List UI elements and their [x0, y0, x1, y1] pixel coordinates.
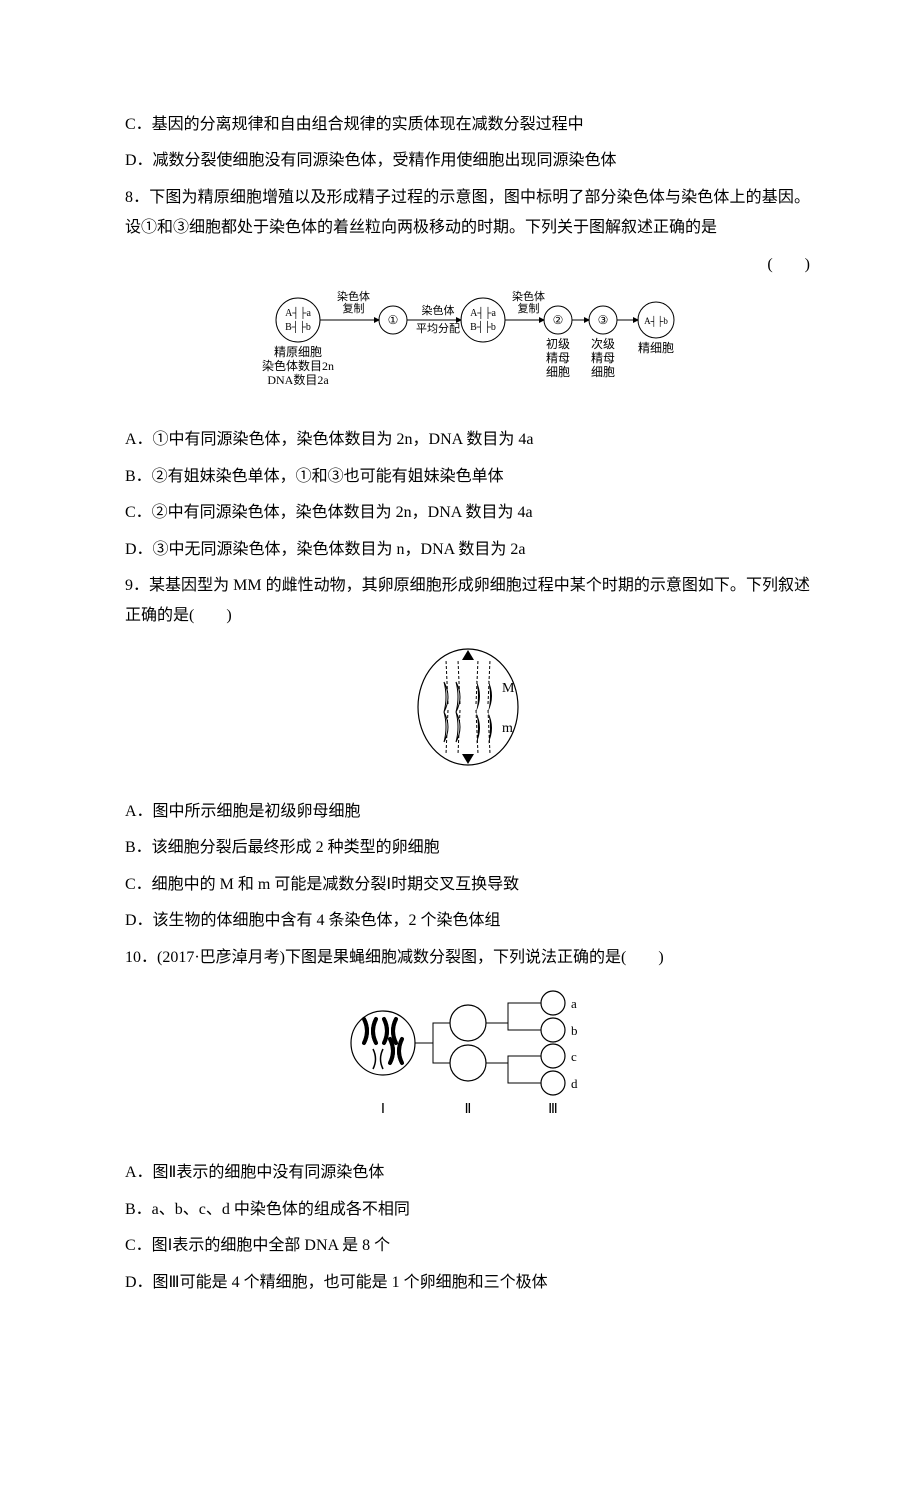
svg-text:c: c [571, 1049, 577, 1064]
q10-option-b: B．a、b、c、d 中染色体的组成各不相同 [125, 1195, 810, 1225]
svg-text:d: d [571, 1076, 578, 1091]
svg-text:次级: 次级 [590, 337, 614, 351]
q8-stem: 8．下图为精原细胞增殖以及形成精子过程的示意图，图中标明了部分染色体与染色体上的… [125, 183, 810, 244]
svg-text:B┤├b: B┤├b [285, 320, 311, 334]
q9-option-b: B．该细胞分裂后最终形成 2 种类型的卵细胞 [125, 833, 810, 863]
q7-option-c: C．基因的分离规律和自由组合规律的实质体现在减数分裂过程中 [125, 110, 810, 140]
svg-text:A┤├a: A┤├a [285, 306, 311, 320]
q8-paren: ( ) [767, 250, 810, 280]
svg-text:染色体: 染色体 [512, 290, 545, 303]
svg-text:平均分配: 平均分配 [416, 322, 460, 335]
svg-text:M: M [502, 681, 515, 696]
svg-text:②: ② [552, 313, 563, 327]
svg-text:精母: 精母 [590, 351, 614, 365]
svg-text:复制: 复制 [342, 301, 364, 315]
q10-option-d: D．图Ⅲ可能是 4 个精细胞，也可能是 1 个卵细胞和三个极体 [125, 1268, 810, 1298]
q8-option-a: A．①中有同源染色体，染色体数目为 2n，DNA 数目为 4a [125, 425, 810, 455]
svg-text:复制: 复制 [517, 301, 539, 315]
svg-text:精母: 精母 [545, 351, 569, 365]
svg-text:精细胞: 精细胞 [637, 341, 673, 355]
svg-text:染色体: 染色体 [337, 290, 370, 303]
q8-option-c: C．②中有同源染色体，染色体数目为 2n，DNA 数目为 4a [125, 498, 810, 528]
q8-option-b: B．②有姐妹染色单体，①和③也可能有姐妹染色单体 [125, 462, 810, 492]
svg-text:A┤├a: A┤├a [470, 306, 496, 320]
q10-stem: 10．(2017·巴彦淖月考)下图是果蝇细胞减数分裂图，下列说法正确的是( ) [125, 943, 810, 973]
svg-text:Ⅰ: Ⅰ [380, 1102, 384, 1117]
q8-option-d: D．③中无同源染色体，染色体数目为 n，DNA 数目为 2a [125, 535, 810, 565]
q9-option-a: A．图中所示细胞是初级卵母细胞 [125, 797, 810, 827]
svg-text:染色体数目2n: 染色体数目2n [261, 358, 333, 373]
q9-option-c: C．细胞中的 M 和 m 可能是减数分裂Ⅰ时期交叉互换导致 [125, 870, 810, 900]
q10-option-a: A．图Ⅱ表示的细胞中没有同源染色体 [125, 1158, 810, 1188]
svg-text:精原细胞: 精原细胞 [273, 345, 321, 359]
q8-diagram: A┤├aB┤├b精原细胞染色体数目2nDNA数目2a①染色体复制染色体平均分配A… [125, 290, 810, 411]
svg-text:细胞: 细胞 [545, 365, 569, 379]
svg-text:Ⅱ: Ⅱ [464, 1102, 471, 1117]
q9-option-d: D．该生物的体细胞中含有 4 条染色体，2 个染色体组 [125, 906, 810, 936]
q10-diagram: abcd Ⅰ Ⅱ Ⅲ [125, 983, 810, 1144]
q10-option-c: C．图Ⅰ表示的细胞中全部 DNA 是 8 个 [125, 1231, 810, 1261]
svg-text:DNA数目2a: DNA数目2a [267, 372, 329, 387]
svg-text:m: m [502, 721, 513, 736]
svg-text:A┤├b: A┤├b [644, 315, 668, 327]
svg-text:B┤├b: B┤├b [470, 320, 496, 334]
svg-text:染色体: 染色体 [421, 303, 454, 317]
svg-text:初级: 初级 [545, 337, 569, 351]
svg-text:b: b [571, 1023, 578, 1038]
q9-stem: 9．某基因型为 MM 的雌性动物，其卵原细胞形成卵细胞过程中某个时期的示意图如下… [125, 571, 810, 632]
svg-text:a: a [571, 996, 577, 1011]
svg-text:①: ① [387, 313, 398, 327]
svg-text:细胞: 细胞 [590, 365, 614, 379]
q9-diagram: Mm [125, 642, 810, 783]
svg-text:③: ③ [597, 313, 608, 327]
svg-text:Ⅲ: Ⅲ [548, 1102, 558, 1117]
q7-option-d: D．减数分裂使细胞没有同源染色体，受精作用使细胞出现同源染色体 [125, 146, 810, 176]
